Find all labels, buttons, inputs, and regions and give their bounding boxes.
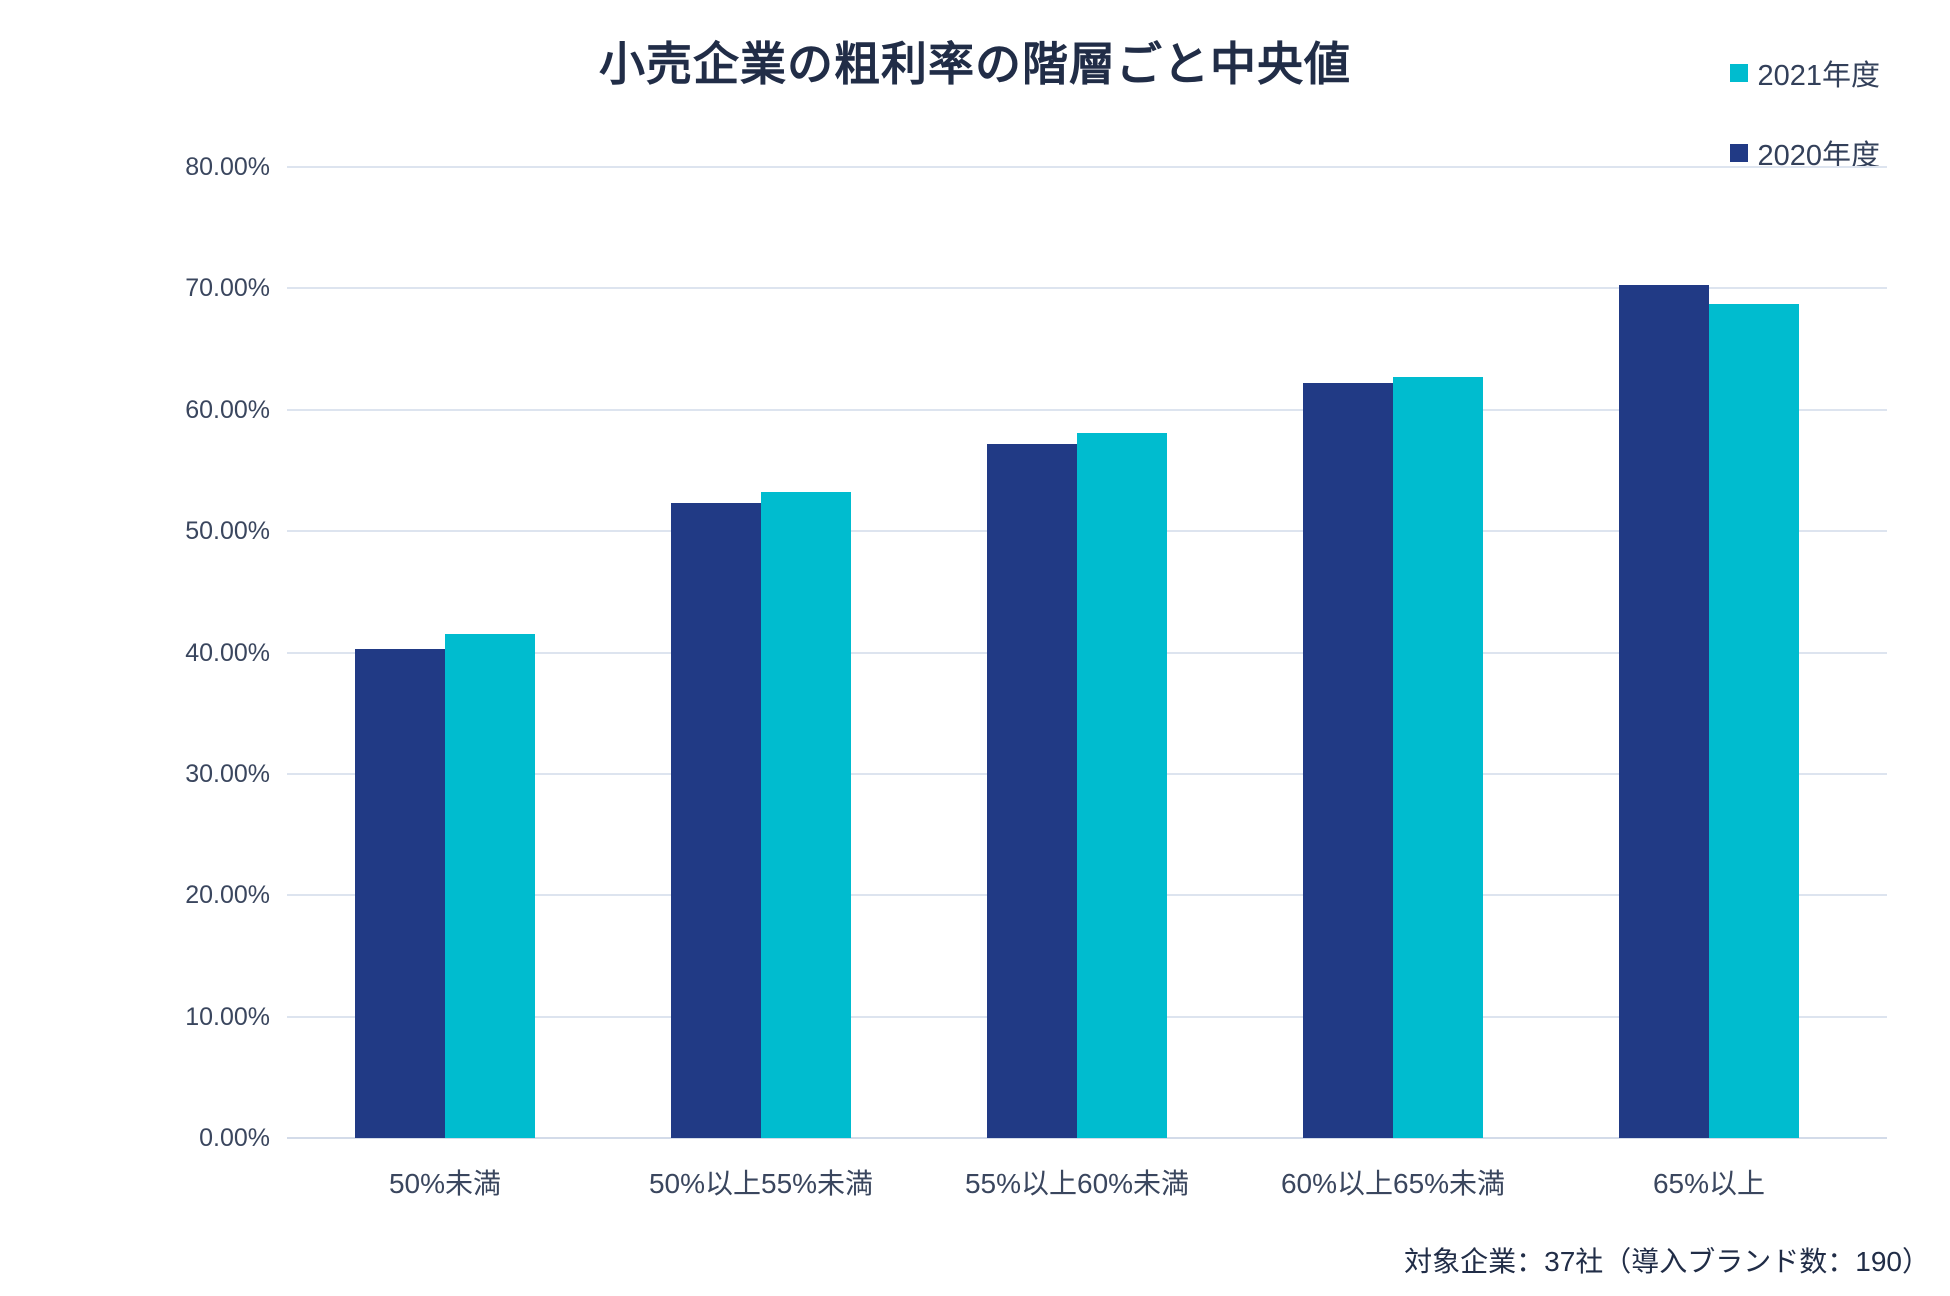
bar-2021年度-50%未満: [445, 634, 535, 1138]
bar-2021年度-50%以上55%未満: [761, 492, 851, 1138]
x-axis-category-label: 65%以上: [1652, 1168, 1766, 1199]
legend-swatch-2020-icon: [1730, 144, 1749, 162]
x-axis-line: [287, 1137, 1887, 1139]
source-caption: 対象企業：37社（導入ブランド数：190）: [1404, 1246, 1930, 1277]
legend-label-2021: 2021年度: [1757, 60, 1880, 92]
bar-2021年度-65%以上: [1709, 304, 1799, 1138]
y-axis-tick-label: 40.00%: [185, 638, 270, 667]
x-axis-category-label: 50%未満: [388, 1168, 502, 1199]
gridline: [287, 408, 1887, 411]
y-axis-tick-label: 60.00%: [185, 395, 270, 424]
x-axis-category-label: 60%以上65%未満: [1280, 1168, 1506, 1199]
legend-item-2021: 2021年度: [1730, 52, 1880, 94]
y-axis-tick-label: 10.00%: [185, 1002, 270, 1031]
gridline: [287, 166, 1887, 168]
chart-title: 小売企業の粗利率の階層ごと中央値: [599, 38, 1351, 90]
y-axis-tick-label: 0.00%: [199, 1124, 270, 1152]
y-axis-tick-label: 50.00%: [185, 517, 270, 546]
bar-2020年度-50%以上55%未満: [671, 503, 761, 1138]
bar-2020年度-60%以上65%未満: [1303, 383, 1393, 1138]
legend-swatch-2021-icon: [1730, 64, 1749, 82]
y-axis-tick-label: 70.00%: [185, 274, 270, 303]
y-axis-tick-label: 80.00%: [185, 153, 270, 181]
x-axis-category-label: 55%以上60%未満: [964, 1168, 1190, 1199]
bar-2020年度-55%以上60%未満: [987, 443, 1077, 1138]
bar-2020年度-65%以上: [1619, 284, 1709, 1138]
y-axis-tick-label: 30.00%: [185, 759, 270, 788]
x-axis-category-label: 50%以上55%未満: [648, 1168, 874, 1199]
bar-2021年度-55%以上60%未満: [1077, 432, 1167, 1138]
bar-2021年度-60%以上65%未満: [1393, 376, 1483, 1138]
y-axis-tick-label: 20.00%: [185, 881, 270, 910]
bar-2020年度-50%未満: [355, 648, 445, 1138]
gridline: [287, 287, 1887, 290]
